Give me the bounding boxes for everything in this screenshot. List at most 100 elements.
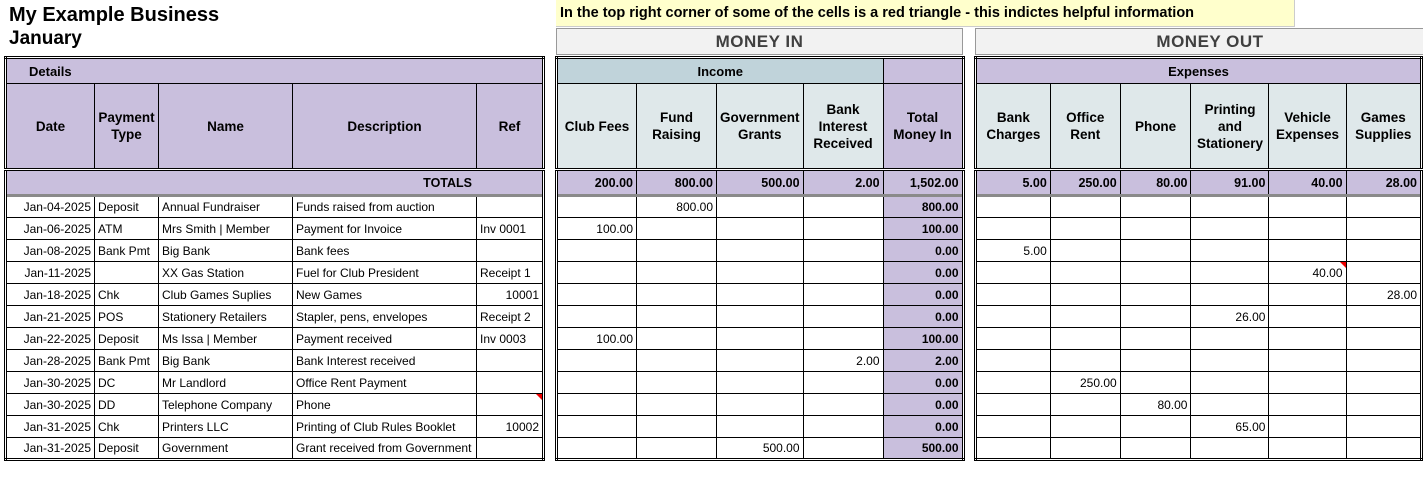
office-rent-cell[interactable]: 250.00 <box>1049 371 1121 394</box>
description-cell[interactable]: Grant received from Government <box>292 437 477 460</box>
bank-charges-cell[interactable] <box>975 393 1051 416</box>
bank-charges-cell[interactable] <box>975 283 1051 306</box>
bank-charges-cell[interactable] <box>975 261 1051 284</box>
bank-charges-cell[interactable] <box>975 415 1051 438</box>
bank-interest-cell[interactable] <box>802 217 884 240</box>
printing-stationery-cell[interactable]: 26.00 <box>1190 305 1270 328</box>
bank-charges-cell[interactable] <box>975 305 1051 328</box>
government-grants-cell[interactable] <box>716 327 804 350</box>
office-rent-cell[interactable] <box>1049 437 1121 460</box>
date-cell[interactable]: Jan-30-2025 <box>5 393 95 416</box>
date-cell[interactable]: Jan-22-2025 <box>5 327 95 350</box>
vehicle-expenses-cell[interactable] <box>1268 239 1347 262</box>
date-cell[interactable]: Jan-30-2025 <box>5 371 95 394</box>
vehicle-expenses-cell[interactable]: 40.00 <box>1268 261 1347 284</box>
description-cell[interactable]: Stapler, pens, envelopes <box>292 305 477 328</box>
description-cell[interactable]: Office Rent Payment <box>292 371 477 394</box>
ref-cell[interactable] <box>476 393 544 416</box>
printing-stationery-cell[interactable] <box>1190 371 1270 394</box>
vehicle-expenses-cell[interactable] <box>1268 283 1347 306</box>
payment-type-cell[interactable]: POS <box>94 305 159 328</box>
club-fees-cell[interactable] <box>556 437 637 460</box>
bank-interest-cell[interactable] <box>802 415 884 438</box>
vehicle-expenses-cell[interactable] <box>1268 217 1347 240</box>
club-fees-cell[interactable] <box>556 261 637 284</box>
club-fees-cell[interactable] <box>556 305 637 328</box>
date-cell[interactable]: Jan-04-2025 <box>5 195 95 218</box>
club-fees-cell[interactable] <box>556 239 637 262</box>
phone-cell[interactable] <box>1119 415 1192 438</box>
payment-type-cell[interactable]: Bank Pmt <box>94 239 159 262</box>
printing-stationery-cell[interactable] <box>1190 261 1270 284</box>
name-cell[interactable]: Mr Landlord <box>158 371 293 394</box>
office-rent-cell[interactable] <box>1049 415 1121 438</box>
total-money-in-cell[interactable]: 0.00 <box>882 393 964 416</box>
games-supplies-cell[interactable] <box>1345 371 1423 394</box>
payment-type-cell[interactable] <box>94 261 159 284</box>
description-cell[interactable]: Bank Interest received <box>292 349 477 372</box>
government-grants-cell[interactable]: 500.00 <box>716 437 804 460</box>
printing-stationery-cell[interactable] <box>1190 349 1270 372</box>
name-cell[interactable]: Telephone Company <box>158 393 293 416</box>
date-cell[interactable]: Jan-21-2025 <box>5 305 95 328</box>
vehicle-expenses-cell[interactable] <box>1268 305 1347 328</box>
ref-cell[interactable]: Receipt 1 <box>476 261 544 284</box>
fund-raising-cell[interactable] <box>636 239 717 262</box>
games-supplies-cell[interactable] <box>1345 349 1423 372</box>
phone-cell[interactable] <box>1119 239 1192 262</box>
description-cell[interactable]: Funds raised from auction <box>292 195 477 218</box>
total-money-in-cell[interactable]: 0.00 <box>882 415 964 438</box>
bank-charges-cell[interactable] <box>975 349 1051 372</box>
fund-raising-cell[interactable] <box>636 261 717 284</box>
payment-type-cell[interactable]: Deposit <box>94 195 159 218</box>
payment-type-cell[interactable]: Deposit <box>94 327 159 350</box>
printing-stationery-cell[interactable] <box>1190 283 1270 306</box>
payment-type-cell[interactable]: Deposit <box>94 437 159 460</box>
date-cell[interactable]: Jan-28-2025 <box>5 349 95 372</box>
ref-cell[interactable] <box>476 239 544 262</box>
phone-cell[interactable] <box>1119 437 1192 460</box>
fund-raising-cell[interactable] <box>636 415 717 438</box>
fund-raising-cell[interactable] <box>636 437 717 460</box>
date-cell[interactable]: Jan-31-2025 <box>5 415 95 438</box>
bank-charges-cell[interactable]: 5.00 <box>975 239 1051 262</box>
bank-interest-cell[interactable] <box>802 305 884 328</box>
ref-cell[interactable]: Receipt 2 <box>476 305 544 328</box>
total-money-in-cell[interactable]: 0.00 <box>882 261 964 284</box>
ref-cell[interactable]: Inv 0003 <box>476 327 544 350</box>
bank-interest-cell[interactable] <box>802 393 884 416</box>
bank-charges-cell[interactable] <box>975 195 1051 218</box>
payment-type-cell[interactable]: Bank Pmt <box>94 349 159 372</box>
government-grants-cell[interactable] <box>716 239 804 262</box>
name-cell[interactable]: Big Bank <box>158 239 293 262</box>
games-supplies-cell[interactable] <box>1345 305 1423 328</box>
club-fees-cell[interactable] <box>556 393 637 416</box>
bank-charges-cell[interactable] <box>975 327 1051 350</box>
payment-type-cell[interactable]: ATM <box>94 217 159 240</box>
government-grants-cell[interactable] <box>716 415 804 438</box>
games-supplies-cell[interactable] <box>1345 327 1423 350</box>
government-grants-cell[interactable] <box>716 195 804 218</box>
name-cell[interactable]: XX Gas Station <box>158 261 293 284</box>
vehicle-expenses-cell[interactable] <box>1268 371 1347 394</box>
bank-interest-cell[interactable]: 2.00 <box>802 349 884 372</box>
games-supplies-cell[interactable] <box>1345 239 1423 262</box>
total-money-in-cell[interactable]: 0.00 <box>882 305 964 328</box>
office-rent-cell[interactable] <box>1049 261 1121 284</box>
office-rent-cell[interactable] <box>1049 393 1121 416</box>
name-cell[interactable]: Club Games Suplies <box>158 283 293 306</box>
fund-raising-cell[interactable] <box>636 349 717 372</box>
club-fees-cell[interactable] <box>556 349 637 372</box>
phone-cell[interactable] <box>1119 371 1192 394</box>
total-money-in-cell[interactable]: 100.00 <box>882 217 964 240</box>
ref-cell[interactable] <box>476 437 544 460</box>
name-cell[interactable]: Annual Fundraiser <box>158 195 293 218</box>
vehicle-expenses-cell[interactable] <box>1268 437 1347 460</box>
games-supplies-cell[interactable] <box>1345 437 1423 460</box>
games-supplies-cell[interactable] <box>1345 415 1423 438</box>
club-fees-cell[interactable] <box>556 195 637 218</box>
bank-charges-cell[interactable] <box>975 437 1051 460</box>
bank-interest-cell[interactable] <box>802 239 884 262</box>
vehicle-expenses-cell[interactable] <box>1268 195 1347 218</box>
office-rent-cell[interactable] <box>1049 217 1121 240</box>
